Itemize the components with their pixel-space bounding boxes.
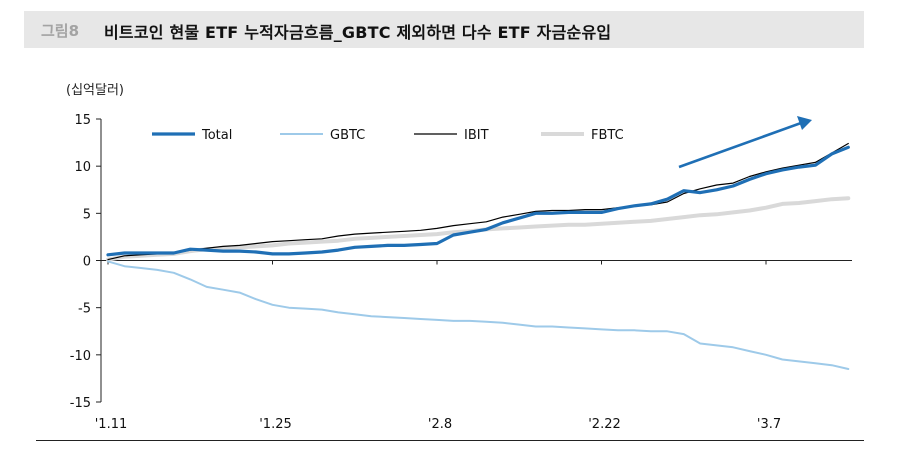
x-tick-label: '1.25: [259, 417, 292, 432]
figure-title: 비트코인 현물 ETF 누적자금흐름_GBTC 제외하면 다수 ETF 자금순유…: [104, 23, 612, 42]
figure-number: 그림8: [41, 22, 80, 40]
y-axis-unit-label: (십억달러): [66, 83, 124, 98]
y-tick-label: -5: [78, 302, 91, 317]
bottom-rule: [36, 440, 864, 441]
y-tick-label: 0: [83, 255, 91, 270]
series-line-ibit: [107, 142, 849, 261]
series-line-gbtc: [107, 260, 850, 370]
y-tick-label: -15: [70, 396, 91, 411]
legend-label-gbtc: GBTC: [330, 128, 365, 143]
x-tick-label: '2.22: [588, 417, 621, 432]
series-line-total: [106, 145, 850, 257]
figure-header: 그림8 비트코인 현물 ETF 누적자금흐름_GBTC 제외하면 다수 ETF …: [24, 11, 864, 48]
legend-label-total: Total: [201, 128, 232, 143]
legend-label-ibit: IBIT: [464, 128, 489, 143]
legend-label-fbtc: FBTC: [591, 128, 624, 143]
trend-arrow-shaft: [678, 121, 802, 169]
trend-arrow-head: [797, 116, 812, 130]
y-tick-label: 10: [74, 160, 91, 175]
x-tick-label: '1.11: [95, 417, 128, 432]
y-tick-label: 5: [83, 207, 91, 222]
y-tick-label: -10: [70, 349, 91, 364]
x-tick-label: '3.7: [757, 417, 781, 432]
x-tick-label: '2.8: [428, 417, 452, 432]
y-tick-label: 15: [74, 113, 91, 128]
